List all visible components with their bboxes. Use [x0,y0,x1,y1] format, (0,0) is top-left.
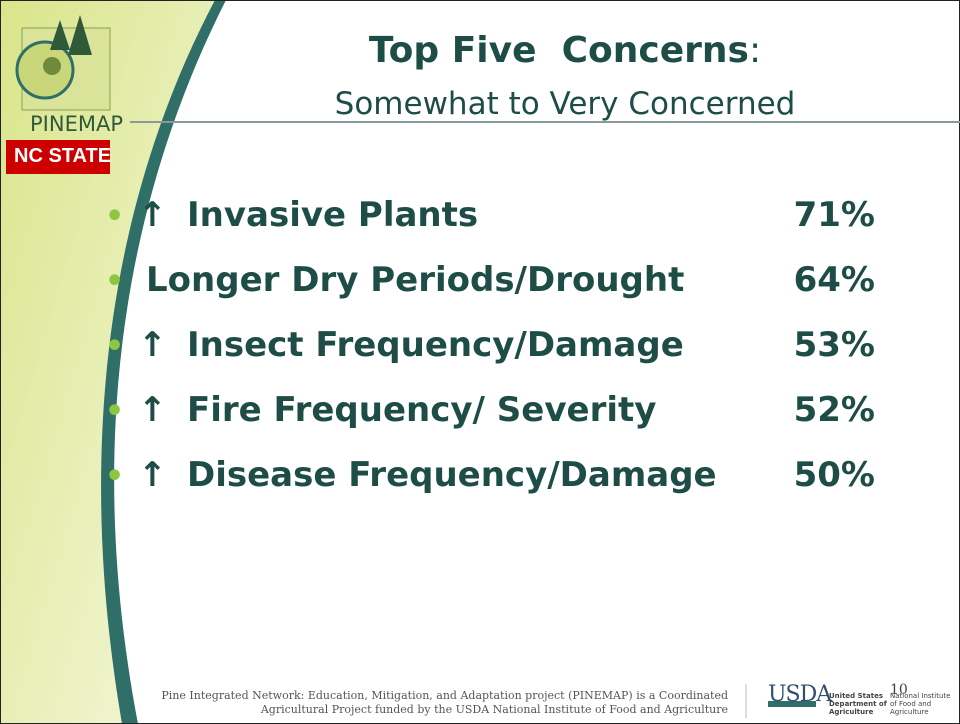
logo-line: of Food and [890,700,932,708]
title: Top Five Concerns: [300,30,830,71]
usda-dept: United States Department of Agriculture [829,692,887,716]
arrow: ↑ [138,455,167,495]
page-number: 10 [890,682,908,698]
logo-line: Department of [829,700,887,708]
concern-label: Invasive Plants [187,195,479,235]
logo-line: Agriculture [829,708,874,716]
arrow: ↑ [138,195,167,235]
arrow: ↑ [138,325,167,365]
bullet: • [105,459,125,494]
title-suffix: : [748,30,762,71]
concern-percent: 53% [793,325,875,365]
logo-name: PINEMAP [30,112,123,136]
concern-label: Insect Frequency/Damage [187,325,684,365]
concern-item: • ↑ Disease Frequency/Damage 50% [100,455,880,505]
bullet: • [105,199,125,234]
arrow: ↑ [138,390,167,430]
ncstate-box [6,140,110,174]
logo-mark [15,15,111,111]
concern-label: Fire Frequency/ Severity [187,390,657,430]
concern-label: Disease Frequency/Damage [187,455,717,495]
concern-item: • ↑ Fire Frequency/ Severity 52% [100,390,880,440]
swoosh-band [101,0,226,724]
concern-label: Longer Dry Periods/Drought [146,260,685,300]
usda-logo: USDA [768,682,832,707]
logo-line: United States [829,692,883,700]
concern-percent: 64% [793,260,875,300]
concern-item: • Longer Dry Periods/Drought 64% [100,260,880,310]
concern-percent: 71% [793,195,875,235]
footer-line: Pine Integrated Network: Education, Miti… [161,689,728,702]
bullet: • [105,394,125,429]
logo-line: Agriculture [890,708,929,716]
bullet: • [105,264,125,299]
nifa: National Institute of Food and Agriculture [890,692,950,716]
concern-percent: 50% [793,455,875,495]
usda-wave [768,701,816,707]
concern-percent: 52% [793,390,875,430]
bullet: • [105,329,125,364]
subtitle: Somewhat to Very Concerned [334,86,796,122]
logo-university: NC STATE [14,145,112,167]
logo-line: National Institute [890,692,951,700]
concern-item: • ↑ Invasive Plants 71% [100,195,880,245]
footer-line: Agricultural Project funded by the USDA … [260,703,728,716]
title-text: Top Five Concerns [368,30,749,71]
concern-item: • ↑ Insect Frequency/Damage 53% [100,325,880,375]
swoosh [0,0,215,724]
